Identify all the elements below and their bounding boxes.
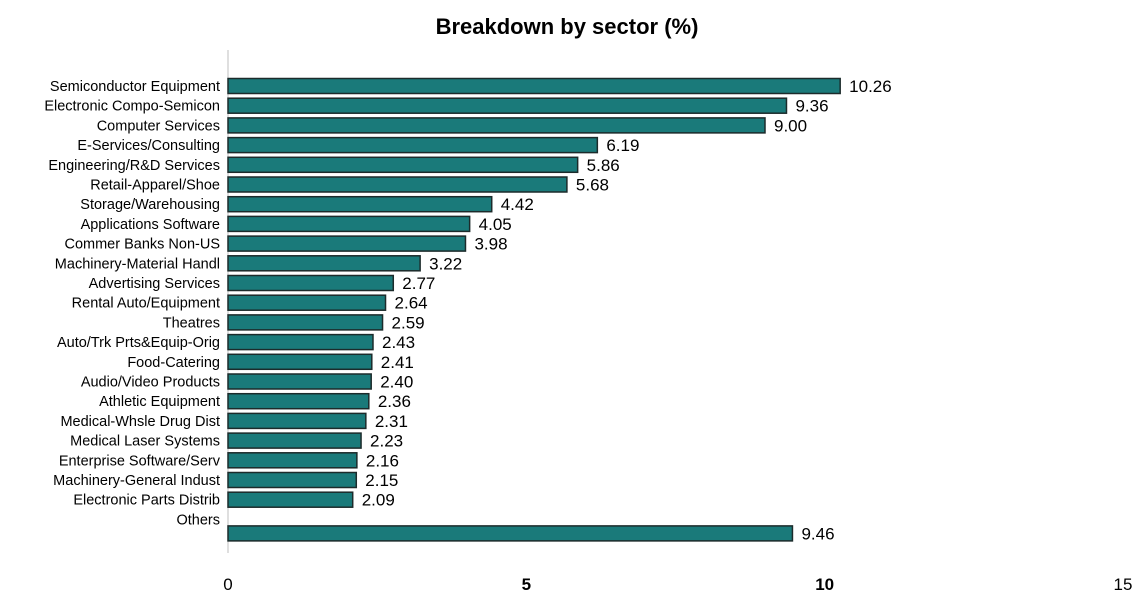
bar <box>227 255 421 272</box>
category-label: Engineering/R&D Services <box>48 158 220 174</box>
bar <box>227 176 568 193</box>
category-label: E-Services/Consulting <box>77 138 220 154</box>
category-label: Auto/Trk Prts&Equip-Orig <box>57 335 220 351</box>
category-label: Medical Laser Systems <box>70 434 220 450</box>
value-label: 2.43 <box>382 333 415 352</box>
value-label: 2.23 <box>370 432 403 451</box>
bar <box>227 471 358 489</box>
value-label: 2.40 <box>380 373 413 392</box>
value-label: 3.22 <box>429 254 462 273</box>
category-label: Retail-Apparel/Shoe <box>90 178 220 194</box>
category-label: Audio/Video Products <box>81 375 220 391</box>
bar <box>227 97 788 114</box>
chart-title: Breakdown by sector (%) <box>435 14 699 39</box>
category-label: Others <box>176 512 220 528</box>
value-label: 10.26 <box>849 77 892 96</box>
value-label: 5.86 <box>587 156 620 175</box>
bar <box>227 215 471 233</box>
category-label: Computer Services <box>97 118 220 134</box>
bar <box>227 156 579 174</box>
bar <box>227 294 387 311</box>
bar <box>227 235 467 252</box>
category-label: Machinery-General Indust <box>53 473 220 489</box>
value-label: 2.41 <box>381 353 414 372</box>
bar <box>227 274 395 292</box>
value-label: 2.16 <box>366 451 399 470</box>
category-label: Theatres <box>163 315 220 331</box>
bar <box>227 333 374 351</box>
value-label: 2.77 <box>402 274 435 293</box>
category-label: Applications Software <box>81 217 220 233</box>
bar <box>227 136 599 154</box>
category-label: Electronic Parts Distrib <box>73 493 220 509</box>
value-label: 4.05 <box>479 215 512 234</box>
value-label: 6.19 <box>606 136 639 155</box>
category-label: Enterprise Software/Serv <box>59 453 221 469</box>
bar <box>227 491 354 508</box>
x-tick-label: 15 <box>1114 575 1133 594</box>
bar <box>227 77 841 95</box>
bar <box>227 392 370 410</box>
bar <box>227 195 493 213</box>
bar <box>227 314 384 331</box>
bar-layer <box>227 77 841 542</box>
value-label: 2.15 <box>365 471 398 490</box>
value-label: 3.98 <box>474 235 507 254</box>
label-layer: Semiconductor Equipment Electronic Compo-… <box>44 77 891 543</box>
category-label: Advertising Services <box>89 276 220 292</box>
category-label: Food-Catering <box>127 355 220 371</box>
category-label: Medical-Whsle Drug Dist <box>60 414 220 430</box>
category-label: Rental Auto/Equipment <box>72 296 220 312</box>
x-tick-label: 5 <box>522 575 531 594</box>
category-label: Commer Banks Non-US <box>64 237 220 253</box>
value-label: 2.09 <box>362 491 395 510</box>
category-label: Semiconductor Equipment <box>50 79 220 95</box>
value-label: 5.68 <box>576 176 609 195</box>
x-tick-label: 0 <box>223 575 232 594</box>
value-label: 2.36 <box>378 392 411 411</box>
bar <box>227 117 766 134</box>
category-label: Athletic Equipment <box>99 394 220 410</box>
value-label: 9.46 <box>801 524 834 543</box>
bar <box>227 412 367 430</box>
bar <box>227 452 358 469</box>
value-label: 4.42 <box>501 195 534 214</box>
bar <box>227 353 373 371</box>
category-label: Electronic Compo-Semicon <box>44 99 220 115</box>
category-label: Storage/Warehousing <box>80 197 220 213</box>
bar <box>227 525 794 542</box>
category-label: Machinery-Material Handl <box>55 256 220 272</box>
bar <box>227 432 362 449</box>
x-tick-label: 10 <box>815 575 834 594</box>
value-label: 9.00 <box>774 116 807 135</box>
bar <box>227 373 372 390</box>
value-label: 2.31 <box>375 412 408 431</box>
value-label: 2.64 <box>395 294 428 313</box>
value-label: 9.36 <box>795 97 828 116</box>
value-label: 2.59 <box>392 313 425 332</box>
